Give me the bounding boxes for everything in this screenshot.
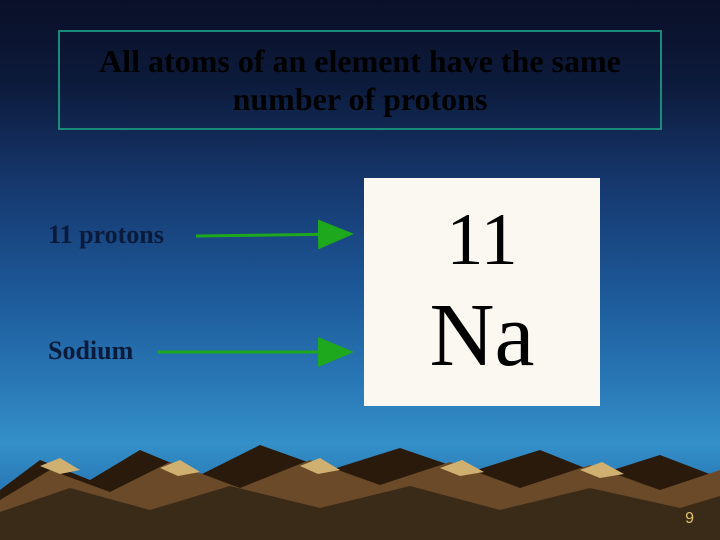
- arrow-protons: [0, 0, 720, 540]
- element-symbol: Na: [430, 291, 535, 381]
- atomic-number: 11: [446, 203, 517, 277]
- element-tile: 11 Na: [364, 178, 600, 406]
- slide: All atoms of an element have the same nu…: [0, 0, 720, 540]
- page-number: 9: [685, 510, 694, 528]
